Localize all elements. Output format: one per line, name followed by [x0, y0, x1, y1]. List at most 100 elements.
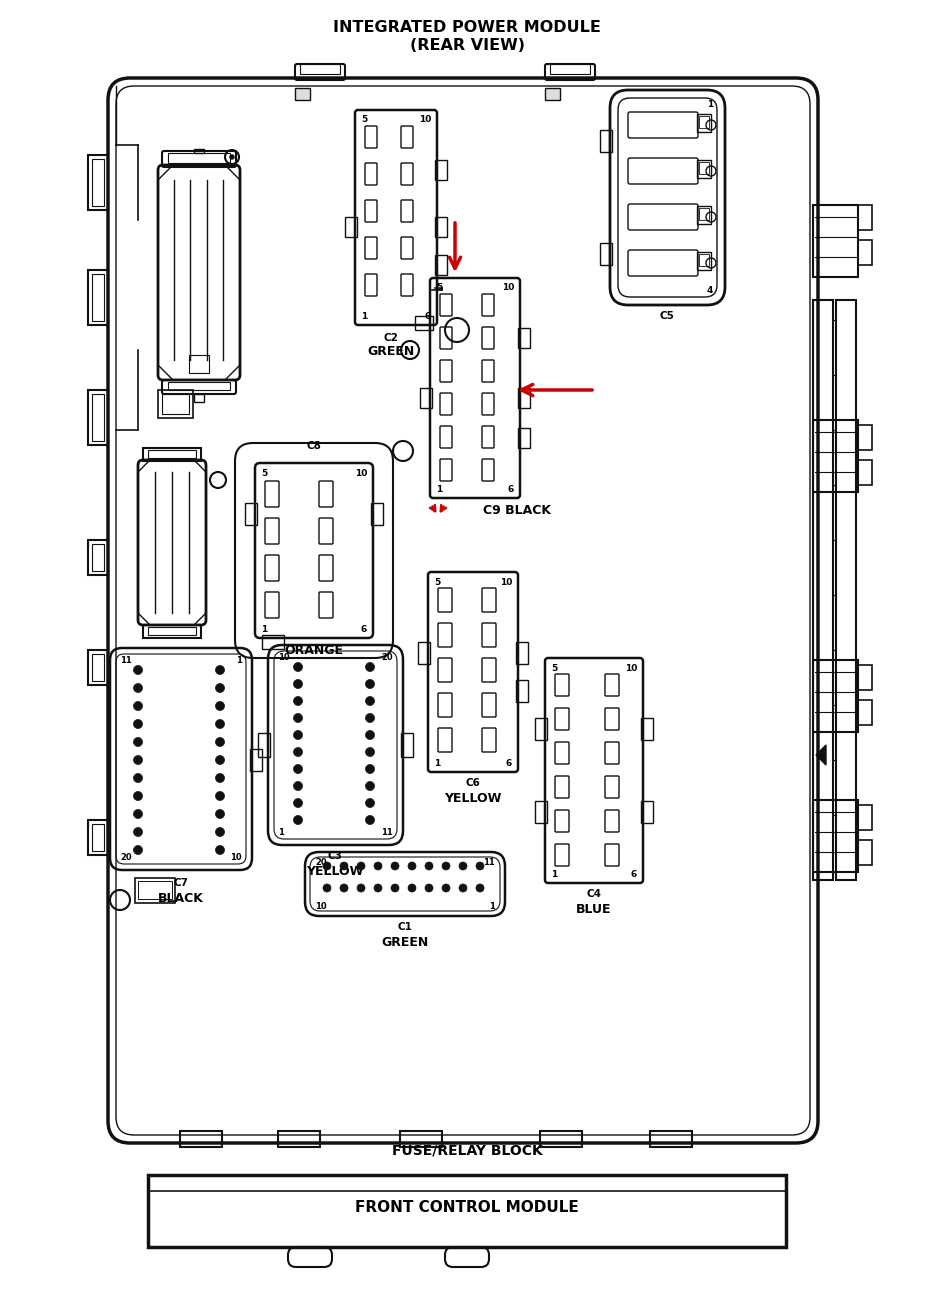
Text: BLACK: BLACK — [158, 891, 204, 906]
Bar — [813, 800, 858, 872]
Bar — [143, 624, 201, 639]
Circle shape — [134, 827, 142, 836]
Bar — [518, 388, 530, 408]
Circle shape — [374, 884, 382, 891]
Bar — [836, 301, 856, 880]
Bar — [697, 114, 711, 132]
Text: 1: 1 — [551, 869, 557, 878]
Circle shape — [408, 862, 416, 869]
Text: C3: C3 — [327, 851, 342, 860]
Bar — [415, 316, 433, 330]
Bar — [858, 700, 872, 725]
Circle shape — [340, 862, 348, 869]
Circle shape — [215, 684, 224, 693]
Circle shape — [294, 747, 303, 756]
Bar — [858, 805, 872, 829]
Bar — [535, 801, 547, 823]
Bar — [401, 733, 413, 757]
Circle shape — [323, 884, 331, 891]
Circle shape — [294, 765, 303, 774]
Circle shape — [294, 663, 303, 672]
Circle shape — [391, 862, 399, 869]
Bar — [158, 390, 193, 418]
Bar — [148, 450, 196, 458]
Circle shape — [442, 862, 450, 869]
Bar — [92, 393, 104, 441]
Bar — [258, 733, 270, 757]
Circle shape — [215, 666, 224, 675]
Circle shape — [134, 738, 142, 747]
Text: 1: 1 — [261, 624, 267, 633]
Bar — [400, 1131, 442, 1147]
Bar — [435, 255, 447, 275]
Bar — [516, 642, 528, 664]
Bar — [88, 541, 108, 575]
Bar — [699, 254, 709, 266]
Bar — [858, 666, 872, 690]
Bar — [697, 160, 711, 178]
Text: 10: 10 — [354, 470, 367, 479]
Circle shape — [215, 827, 224, 836]
Circle shape — [294, 697, 303, 706]
Bar — [143, 448, 201, 461]
Circle shape — [366, 765, 375, 774]
Circle shape — [134, 810, 142, 818]
Bar — [813, 301, 833, 880]
Text: 1: 1 — [278, 828, 284, 837]
Text: BLUE: BLUE — [576, 903, 611, 916]
Circle shape — [366, 815, 375, 824]
Circle shape — [366, 799, 375, 808]
Polygon shape — [816, 746, 826, 765]
Circle shape — [294, 680, 303, 689]
Bar — [858, 240, 872, 264]
Bar — [92, 273, 104, 321]
Bar — [418, 642, 430, 664]
Bar — [88, 270, 108, 325]
Circle shape — [134, 702, 142, 711]
Bar — [641, 719, 653, 740]
Circle shape — [425, 862, 433, 869]
Text: 5: 5 — [436, 283, 442, 292]
Bar — [600, 130, 612, 152]
Text: 10: 10 — [419, 115, 431, 124]
Bar — [435, 160, 447, 181]
Text: C5: C5 — [659, 311, 674, 321]
Bar — [92, 544, 104, 571]
Circle shape — [442, 884, 450, 891]
Circle shape — [294, 713, 303, 722]
Text: 5: 5 — [551, 664, 557, 673]
Bar — [180, 1131, 222, 1147]
Text: 20: 20 — [381, 653, 393, 662]
Text: 6: 6 — [631, 869, 637, 878]
Bar — [262, 635, 284, 649]
Circle shape — [459, 862, 467, 869]
Bar — [699, 163, 709, 174]
Bar — [545, 88, 560, 101]
Circle shape — [215, 810, 224, 818]
Text: 6: 6 — [506, 759, 512, 768]
Bar — [300, 64, 340, 74]
Circle shape — [134, 684, 142, 693]
Circle shape — [215, 720, 224, 729]
Circle shape — [476, 862, 484, 869]
Circle shape — [134, 756, 142, 765]
Circle shape — [215, 756, 224, 765]
Circle shape — [215, 845, 224, 854]
Text: 4: 4 — [707, 286, 713, 295]
Text: 6: 6 — [424, 312, 431, 321]
Circle shape — [134, 774, 142, 783]
Text: 1: 1 — [489, 902, 495, 911]
Text: 20: 20 — [315, 858, 326, 867]
Circle shape — [391, 884, 399, 891]
Bar — [699, 116, 709, 128]
Circle shape — [366, 747, 375, 756]
Text: FUSE/RELAY BLOCK: FUSE/RELAY BLOCK — [392, 1143, 542, 1157]
Bar — [92, 654, 104, 681]
Text: 10: 10 — [278, 653, 290, 662]
Text: 10: 10 — [501, 283, 514, 292]
Circle shape — [366, 730, 375, 739]
Bar — [148, 627, 196, 635]
Bar — [148, 1175, 786, 1247]
Bar — [162, 393, 189, 414]
Text: (REAR VIEW): (REAR VIEW) — [410, 37, 525, 53]
